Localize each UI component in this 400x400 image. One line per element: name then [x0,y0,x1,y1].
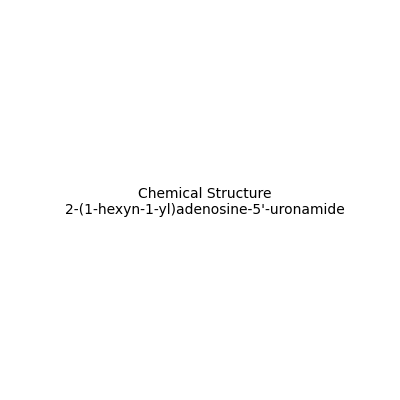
Text: Chemical Structure
2-(1-hexyn-1-yl)adenosine-5'-uronamide: Chemical Structure 2-(1-hexyn-1-yl)adeno… [65,187,345,217]
